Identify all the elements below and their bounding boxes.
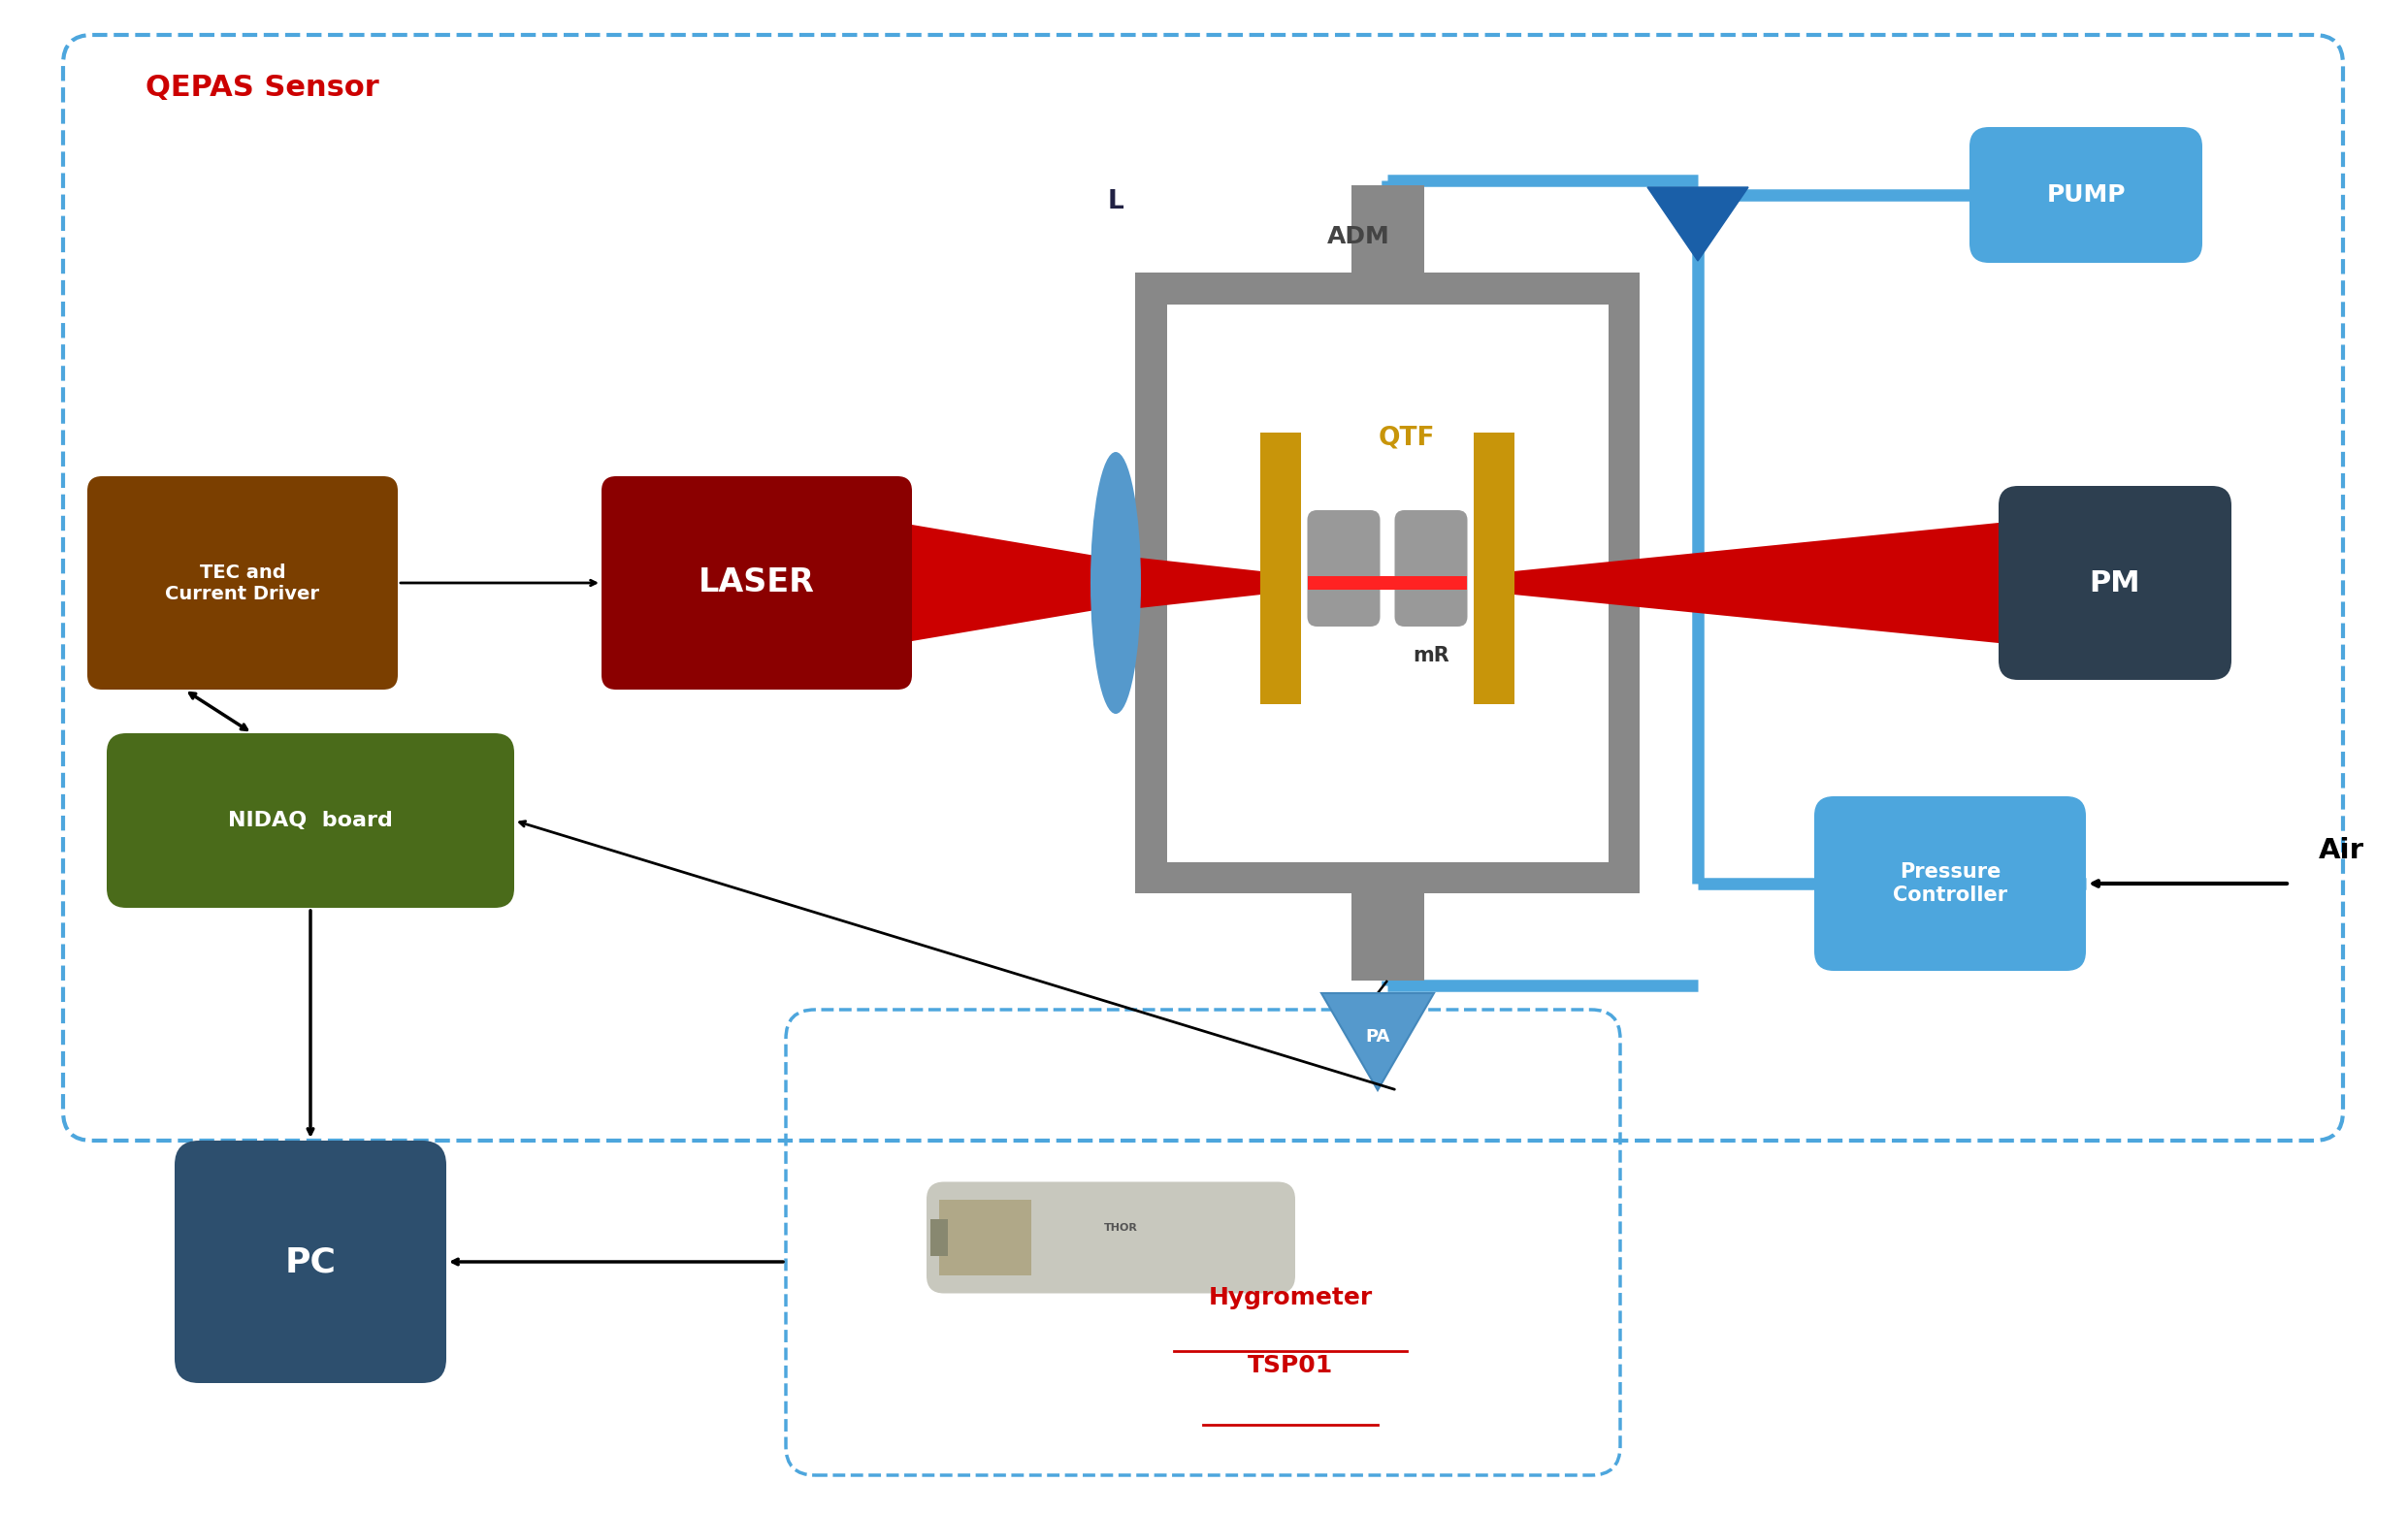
Text: Air: Air	[2319, 837, 2365, 864]
Bar	[1351, 893, 1423, 981]
Bar	[1259, 433, 1300, 704]
FancyBboxPatch shape	[1308, 510, 1380, 627]
Text: PC: PC	[284, 1246, 337, 1278]
Bar	[1165, 304, 1609, 861]
FancyBboxPatch shape	[927, 1182, 1296, 1293]
Bar	[1351, 185, 1423, 273]
Polygon shape	[1647, 188, 1748, 260]
Ellipse shape	[1091, 453, 1141, 713]
Bar	[929, 1219, 949, 1257]
Text: QTF: QTF	[1377, 425, 1435, 450]
FancyBboxPatch shape	[87, 477, 397, 689]
Polygon shape	[913, 525, 1100, 640]
FancyBboxPatch shape	[1999, 486, 2232, 680]
Text: QEPAS Sensor: QEPAS Sensor	[144, 74, 378, 101]
Polygon shape	[1515, 522, 1999, 643]
Polygon shape	[1308, 577, 1466, 589]
FancyBboxPatch shape	[176, 1140, 445, 1384]
Text: Pressure
Controller: Pressure Controller	[1893, 863, 2008, 904]
Polygon shape	[1129, 557, 1262, 609]
Text: PM: PM	[2090, 569, 2141, 597]
Text: PA: PA	[1365, 1028, 1389, 1046]
Text: mR: mR	[1413, 646, 1450, 665]
FancyBboxPatch shape	[602, 477, 913, 689]
Text: L: L	[1108, 189, 1125, 215]
Text: ADM: ADM	[1327, 226, 1389, 248]
FancyBboxPatch shape	[106, 733, 515, 908]
Text: LASER: LASER	[698, 566, 814, 600]
FancyBboxPatch shape	[1970, 127, 2203, 263]
Bar	[1474, 433, 1515, 704]
Text: PUMP: PUMP	[2047, 183, 2126, 206]
Polygon shape	[1322, 993, 1433, 1090]
FancyBboxPatch shape	[1394, 510, 1466, 627]
FancyBboxPatch shape	[1813, 796, 2085, 970]
Bar	[939, 1199, 1031, 1275]
Text: Hygrometer: Hygrometer	[1209, 1285, 1373, 1310]
Text: NIDAQ  board: NIDAQ board	[229, 812, 393, 830]
Text: TEC and
Current Driver: TEC and Current Driver	[166, 563, 320, 603]
Bar	[1134, 273, 1640, 893]
Text: THOR: THOR	[1103, 1223, 1137, 1232]
Text: TSP01: TSP01	[1247, 1354, 1334, 1378]
